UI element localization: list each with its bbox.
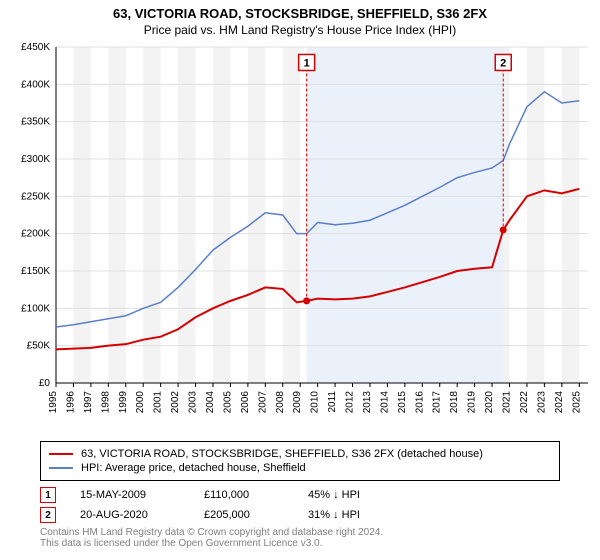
svg-text:2001: 2001	[153, 391, 164, 414]
legend-swatch	[49, 467, 73, 469]
event-date: 15-MAY-2009	[80, 489, 180, 501]
title-line-1: 63, VICTORIA ROAD, STOCKSBRIDGE, SHEFFIE…	[0, 6, 600, 21]
svg-text:£250K: £250K	[21, 191, 50, 202]
svg-text:2002: 2002	[170, 391, 181, 414]
footer-line-2: This data is licensed under the Open Gov…	[40, 538, 560, 549]
svg-text:2019: 2019	[467, 391, 478, 414]
legend-swatch	[49, 453, 73, 455]
svg-text:£0: £0	[39, 378, 51, 389]
svg-text:1998: 1998	[100, 391, 111, 414]
svg-text:£50K: £50K	[27, 341, 51, 352]
svg-text:2009: 2009	[292, 391, 303, 414]
svg-text:£350K: £350K	[21, 117, 50, 128]
event-marker: 1	[40, 487, 56, 503]
svg-text:2022: 2022	[519, 391, 530, 414]
event-row: 1 15-MAY-2009 £110,000 45% ↓ HPI	[40, 487, 560, 503]
svg-text:£300K: £300K	[21, 154, 50, 165]
legend-item: 63, VICTORIA ROAD, STOCKSBRIDGE, SHEFFIE…	[49, 448, 551, 460]
event-row: 2 20-AUG-2020 £205,000 31% ↓ HPI	[40, 507, 560, 523]
svg-text:2025: 2025	[571, 391, 582, 414]
svg-text:2008: 2008	[275, 391, 286, 414]
svg-text:1996: 1996	[65, 391, 76, 414]
svg-text:£450K: £450K	[21, 42, 50, 53]
legend: 63, VICTORIA ROAD, STOCKSBRIDGE, SHEFFIE…	[40, 441, 560, 481]
svg-text:2016: 2016	[414, 391, 425, 414]
svg-text:2024: 2024	[554, 391, 565, 414]
svg-text:2: 2	[500, 57, 506, 69]
svg-text:2015: 2015	[397, 391, 408, 414]
event-delta: 31% ↓ HPI	[308, 509, 398, 521]
svg-text:2004: 2004	[205, 391, 216, 414]
svg-text:£150K: £150K	[21, 266, 50, 277]
legend-item: HPI: Average price, detached house, Shef…	[49, 462, 551, 474]
svg-text:£100K: £100K	[21, 303, 50, 314]
footer-line-1: Contains HM Land Registry data © Crown c…	[40, 527, 560, 538]
event-marker: 2	[40, 507, 56, 523]
titles: 63, VICTORIA ROAD, STOCKSBRIDGE, SHEFFIE…	[0, 0, 600, 37]
event-delta: 45% ↓ HPI	[308, 489, 398, 501]
legend-label: 63, VICTORIA ROAD, STOCKSBRIDGE, SHEFFIE…	[81, 448, 483, 460]
svg-text:2005: 2005	[222, 391, 233, 414]
svg-text:1995: 1995	[48, 391, 59, 414]
svg-text:£200K: £200K	[21, 229, 50, 240]
svg-text:2010: 2010	[310, 391, 321, 414]
chart-svg: £0 £50K £100K £150K £200K £250K £300K £350K £400…	[0, 37, 600, 437]
chart-container: 63, VICTORIA ROAD, STOCKSBRIDGE, SHEFFIE…	[0, 0, 600, 549]
svg-text:2023: 2023	[536, 391, 547, 414]
event-date: 20-AUG-2020	[80, 509, 180, 521]
svg-text:1997: 1997	[83, 391, 94, 414]
svg-text:£400K: £400K	[21, 79, 50, 90]
svg-text:2007: 2007	[257, 391, 268, 414]
svg-text:2020: 2020	[484, 391, 495, 414]
svg-text:2017: 2017	[432, 391, 443, 414]
svg-text:2014: 2014	[379, 391, 390, 414]
event-price: £110,000	[204, 489, 284, 501]
svg-text:1999: 1999	[118, 391, 129, 414]
footer: Contains HM Land Registry data © Crown c…	[40, 527, 560, 549]
svg-text:2013: 2013	[362, 391, 373, 414]
svg-text:2011: 2011	[327, 391, 338, 413]
legend-label: HPI: Average price, detached house, Shef…	[81, 462, 306, 474]
events-table: 1 15-MAY-2009 £110,000 45% ↓ HPI 2 20-AUG-202…	[40, 487, 560, 523]
event-price: £205,000	[204, 509, 284, 521]
chart: £0 £50K £100K £150K £200K £250K £300K £350K £400…	[0, 37, 600, 437]
svg-text:2021: 2021	[502, 391, 513, 414]
title-line-2: Price paid vs. HM Land Registry's House …	[0, 23, 600, 37]
svg-text:2018: 2018	[449, 391, 460, 414]
svg-text:2006: 2006	[240, 391, 251, 414]
svg-text:2003: 2003	[188, 391, 199, 414]
svg-text:2012: 2012	[345, 391, 356, 414]
svg-text:2000: 2000	[135, 391, 146, 414]
svg-text:1: 1	[304, 57, 310, 69]
